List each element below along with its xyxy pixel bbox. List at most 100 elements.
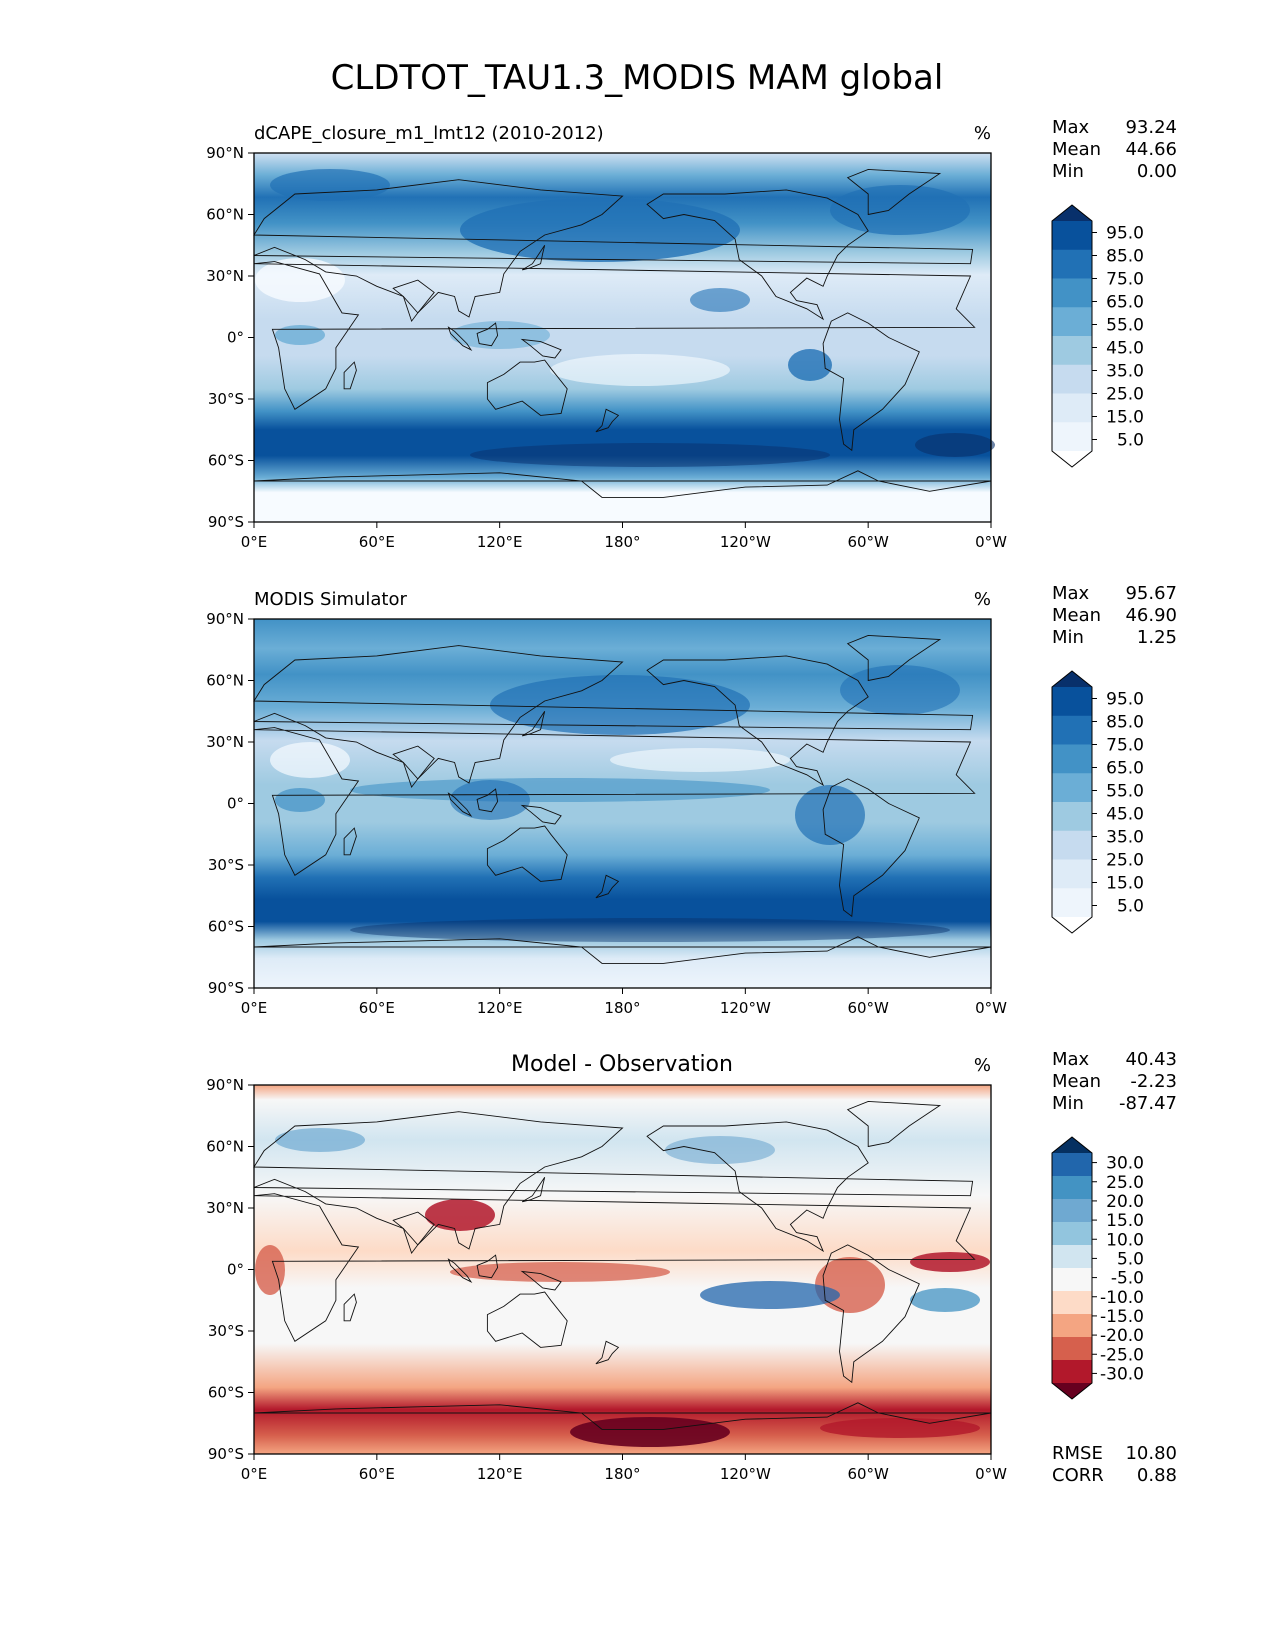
y-tick-label: 30°N xyxy=(206,1199,244,1217)
stat-label: Mean xyxy=(1052,605,1101,626)
africa-outline xyxy=(253,261,976,410)
borneo-outline xyxy=(476,788,499,813)
map-area xyxy=(254,153,995,522)
colorbar-segment xyxy=(1052,859,1092,889)
x-tick-label: 180° xyxy=(604,533,640,551)
y-tick-label: 60°S xyxy=(208,918,244,936)
coastlines xyxy=(253,1100,992,1430)
x-tick-label: 180° xyxy=(604,999,640,1017)
panel-units: % xyxy=(974,1055,991,1076)
stat-label: Max xyxy=(1052,117,1090,138)
colorbar-tick-label: 55.0 xyxy=(1106,316,1144,336)
colorbar-segment xyxy=(1052,1245,1092,1269)
coastlines xyxy=(253,168,992,498)
colorbar-extend-max xyxy=(1052,1137,1092,1153)
colorbar-extend-min xyxy=(1052,451,1092,467)
stat-value: 46.90 xyxy=(1125,605,1177,626)
colorbar-tick-label: 85.0 xyxy=(1106,247,1144,267)
x-tick-label: 120°E xyxy=(477,1465,523,1483)
x-tick-label: 120°E xyxy=(477,533,523,551)
colorbar-tick-label: 5.0 xyxy=(1117,897,1144,917)
colorbar-tick-label: -10.0 xyxy=(1100,1288,1144,1308)
colorbar-extend-max xyxy=(1052,671,1092,687)
stat-value: 0.00 xyxy=(1137,161,1177,182)
colorbar-segment xyxy=(1052,336,1092,366)
colorbar-tick-label: -20.0 xyxy=(1100,1326,1144,1346)
x-tick-label: 0°E xyxy=(241,999,268,1017)
antarctica-outline xyxy=(253,936,992,964)
x-tick-label: 120°W xyxy=(720,533,771,551)
panel-test: dCAPE_closure_m1_lmt12 (2010-2012) % xyxy=(254,123,995,522)
stat-label: Max xyxy=(1052,1049,1090,1070)
x-tick-label: 180° xyxy=(604,1465,640,1483)
new-guinea-outline xyxy=(520,338,562,359)
y-tick-label: 30°S xyxy=(208,390,244,408)
colorbar-segment xyxy=(1052,422,1092,452)
new-guinea-outline xyxy=(520,804,562,825)
colorbar-tick-label: 20.0 xyxy=(1106,1192,1144,1212)
south-america-outline xyxy=(822,312,920,452)
colorbar-tick-label: -25.0 xyxy=(1100,1345,1144,1365)
india-outline xyxy=(392,745,435,789)
y-tick-label: 90°S xyxy=(208,513,244,531)
colorbar-tick-label: 65.0 xyxy=(1106,759,1144,779)
australia-outline xyxy=(486,825,568,882)
stat-value: 10.80 xyxy=(1125,1443,1177,1464)
colorbar-extend-max xyxy=(1052,205,1092,221)
stat-value: 40.43 xyxy=(1125,1049,1177,1070)
africa-outline xyxy=(253,1193,976,1342)
y-tick-label: 90°S xyxy=(208,979,244,997)
colorbar-segment xyxy=(1052,307,1092,337)
south-america-outline xyxy=(822,1244,920,1384)
field-blobs xyxy=(270,665,960,942)
colorbar-segment xyxy=(1052,830,1092,860)
colorbar-segment xyxy=(1052,802,1092,832)
y-tick-label: 60°N xyxy=(206,1138,244,1156)
stats-block: Max 93.24 Mean 44.66 Min 0.00 xyxy=(1052,117,1177,182)
y-tick-label: 60°N xyxy=(206,672,244,690)
colorbar-tick-label: 65.0 xyxy=(1106,293,1144,313)
colorbar-segment xyxy=(1052,364,1092,394)
colorbar-segment xyxy=(1052,888,1092,918)
colorbar-segment xyxy=(1052,1268,1092,1292)
stat-value: 0.88 xyxy=(1137,1465,1177,1486)
x-tick-label: 0°W xyxy=(975,1465,1007,1483)
antarctica-outline xyxy=(253,1402,992,1430)
india-outline xyxy=(392,1211,435,1255)
field-blobs xyxy=(255,169,995,467)
colorbar-outline xyxy=(1051,670,1093,934)
north-america-outline xyxy=(646,189,869,321)
borneo-outline xyxy=(476,322,499,347)
x-tick-label: 60°E xyxy=(359,1465,395,1483)
new-guinea-outline xyxy=(520,1270,562,1291)
stat-label: Min xyxy=(1052,1093,1084,1114)
stat-value: -87.47 xyxy=(1119,1093,1177,1114)
sumatra-outline xyxy=(447,1258,473,1283)
y-tick-label: 60°N xyxy=(206,206,244,224)
panel-left-title: dCAPE_closure_m1_lmt12 (2010-2012) xyxy=(254,123,604,144)
colorbar-segment xyxy=(1052,715,1092,745)
y-tick-label: 30°S xyxy=(208,1322,244,1340)
eurasia-outline xyxy=(253,645,974,784)
eurasia-outline xyxy=(253,179,974,318)
x-tick-label: 120°W xyxy=(720,999,771,1017)
colorbar-tick-label: 35.0 xyxy=(1106,828,1144,848)
sumatra-outline xyxy=(447,326,473,351)
colorbar-tick-label: 5.0 xyxy=(1117,1249,1144,1269)
y-tick-label: 90°S xyxy=(208,1445,244,1463)
stat-value: -2.23 xyxy=(1130,1071,1177,1092)
stats-block: Max 40.43 Mean -2.23 Min -87.47 xyxy=(1052,1049,1177,1114)
africa-outline xyxy=(253,727,976,876)
colorbar-segment xyxy=(1052,1291,1092,1315)
colorbar-tick-label: 35.0 xyxy=(1106,362,1144,382)
colorbar-segment xyxy=(1052,1314,1092,1338)
coastlines xyxy=(253,634,992,964)
north-america-outline xyxy=(646,1121,869,1253)
colorbar-extend-min xyxy=(1052,1383,1092,1399)
y-tick-label: 90°N xyxy=(206,1076,244,1094)
y-tick-label: 60°S xyxy=(208,452,244,470)
japan-outline xyxy=(521,1177,546,1203)
new-zealand-outline xyxy=(595,1340,620,1365)
colorbar-segment xyxy=(1052,1199,1092,1223)
colorbar: 95.0 85.0 75.0 65.0 55.0 45.0 35.0 25.0 15.0 5.0 xyxy=(1051,204,1144,468)
